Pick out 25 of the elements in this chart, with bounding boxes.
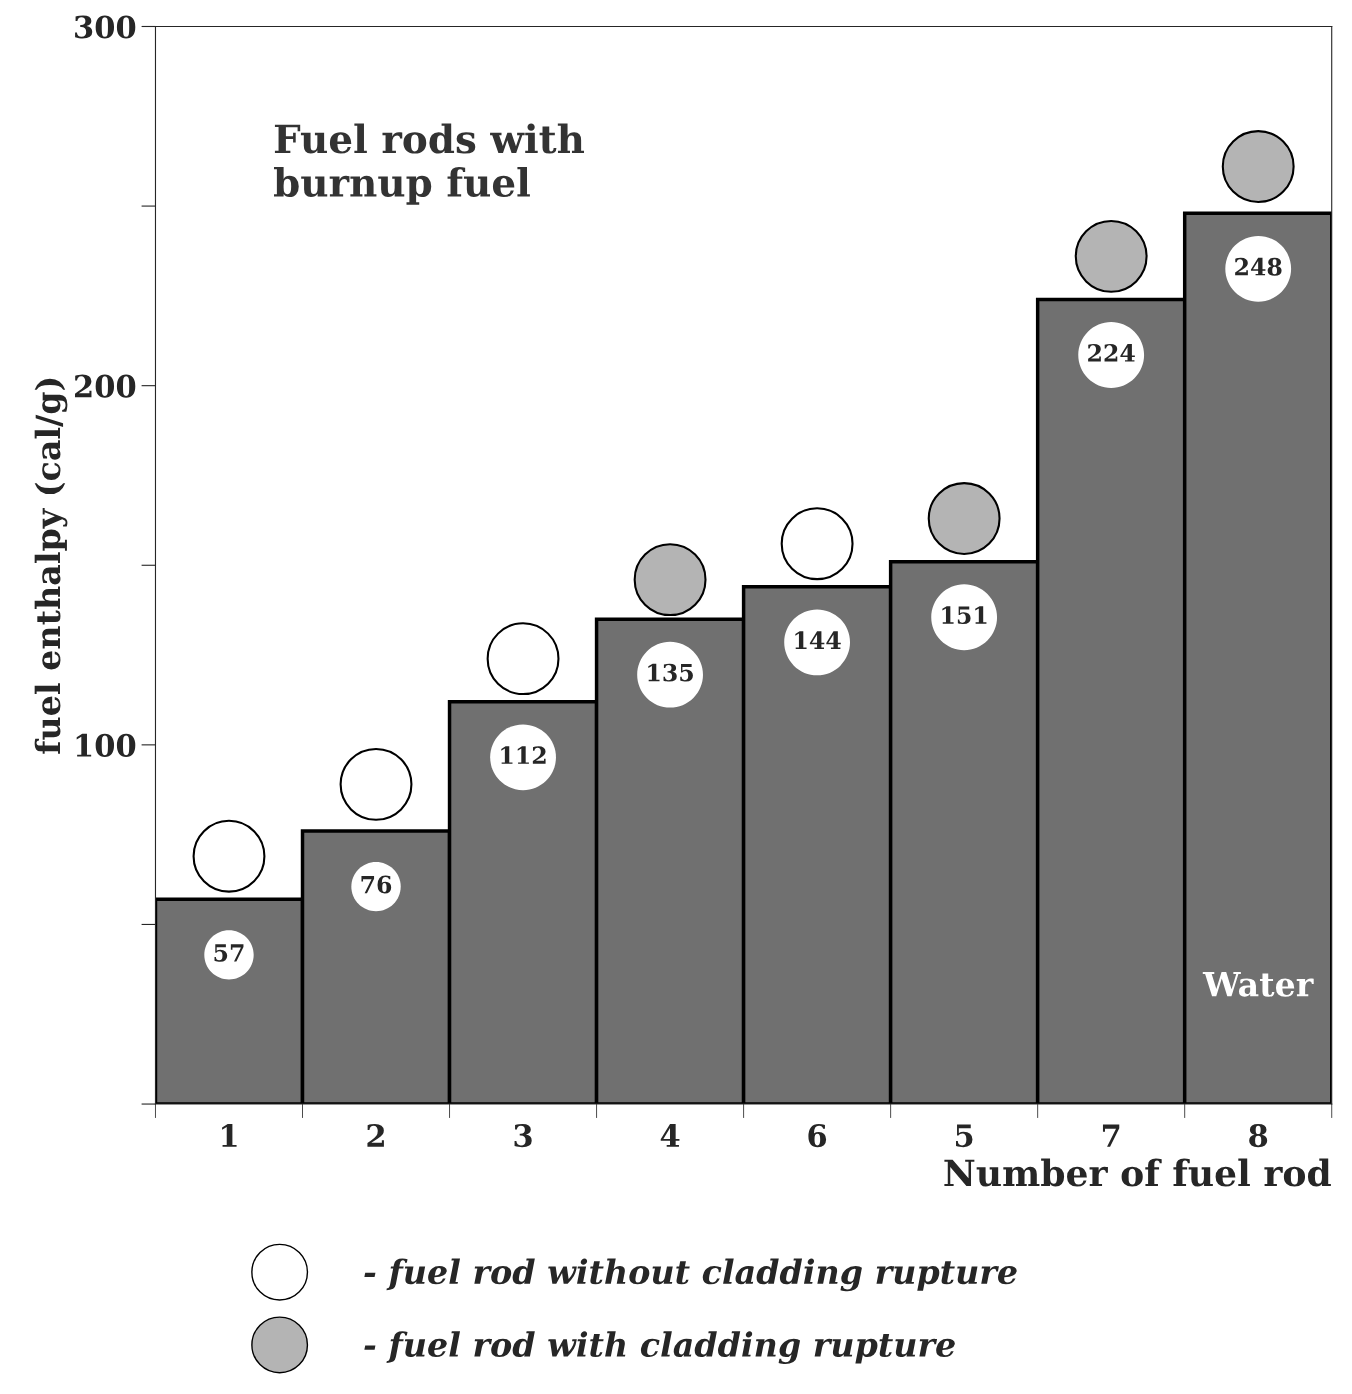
data-label: 112 [501,746,546,764]
x-tick-label: 4 [660,1124,680,1147]
x-tick-label: 3 [514,1124,532,1148]
legend-label: - fuel rod with cladding rupture [364,1331,955,1364]
y-axis-title: fuel enthalpy (cal/g) [34,378,68,754]
data-label: 57 [214,944,244,962]
annotation: Fuel rods with burnup fuel [274,123,585,205]
x-tick-label: 6 [808,1124,827,1148]
legend-label: - fuel rod without cladding rupture [364,1258,1017,1292]
annotation: Water [1202,971,1314,997]
data-label: 76 [361,875,392,894]
data-label: 224 [1088,344,1135,362]
x-tick-label: 7 [1102,1124,1120,1147]
x-tick-label: 5 [956,1124,973,1148]
y-tick-label: 300 [75,15,136,39]
x-tick-label: 8 [1249,1124,1268,1148]
y-tick-label: 100 [76,733,136,757]
x-axis-title: Number of fuel rod [944,1158,1331,1187]
data-label: 151 [942,606,987,625]
data-label: 248 [1235,257,1282,276]
data-label: 144 [795,631,841,649]
y-tick-label: 200 [74,374,136,398]
x-tick-label: 1 [222,1124,237,1147]
data-label: 135 [648,663,693,682]
x-tick-label: 2 [367,1124,384,1147]
